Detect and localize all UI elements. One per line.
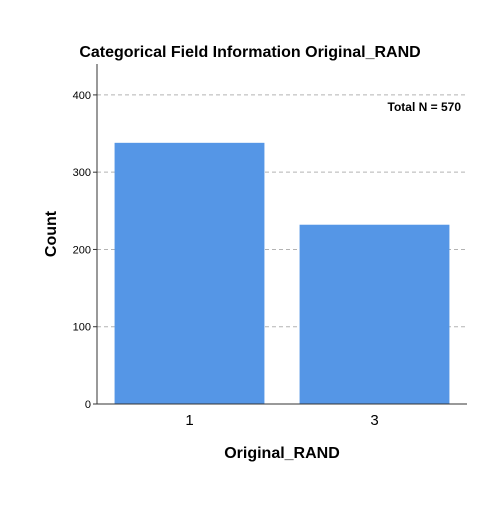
bars: [114, 142, 450, 404]
y-tick-label: 100: [73, 322, 91, 334]
bar-3: [299, 224, 450, 404]
x-tick-label: 1: [185, 412, 193, 429]
y-axis-title: Count: [43, 210, 60, 257]
x-tick-label: 3: [370, 412, 378, 429]
x-axis-title: Original_RAND: [224, 445, 340, 462]
y-tick-label: 400: [73, 90, 91, 102]
y-tick-label: 300: [73, 167, 91, 179]
y-tick-label: 200: [73, 244, 91, 256]
total-n-annotation: Total N = 570: [388, 100, 462, 114]
bar-1: [114, 142, 265, 404]
chart-title: Categorical Field Information Original_R…: [79, 44, 420, 61]
y-axis-ticks: 0 100 200 300 400: [73, 90, 97, 411]
axes: [96, 64, 467, 405]
y-tick-label: 0: [85, 399, 91, 411]
